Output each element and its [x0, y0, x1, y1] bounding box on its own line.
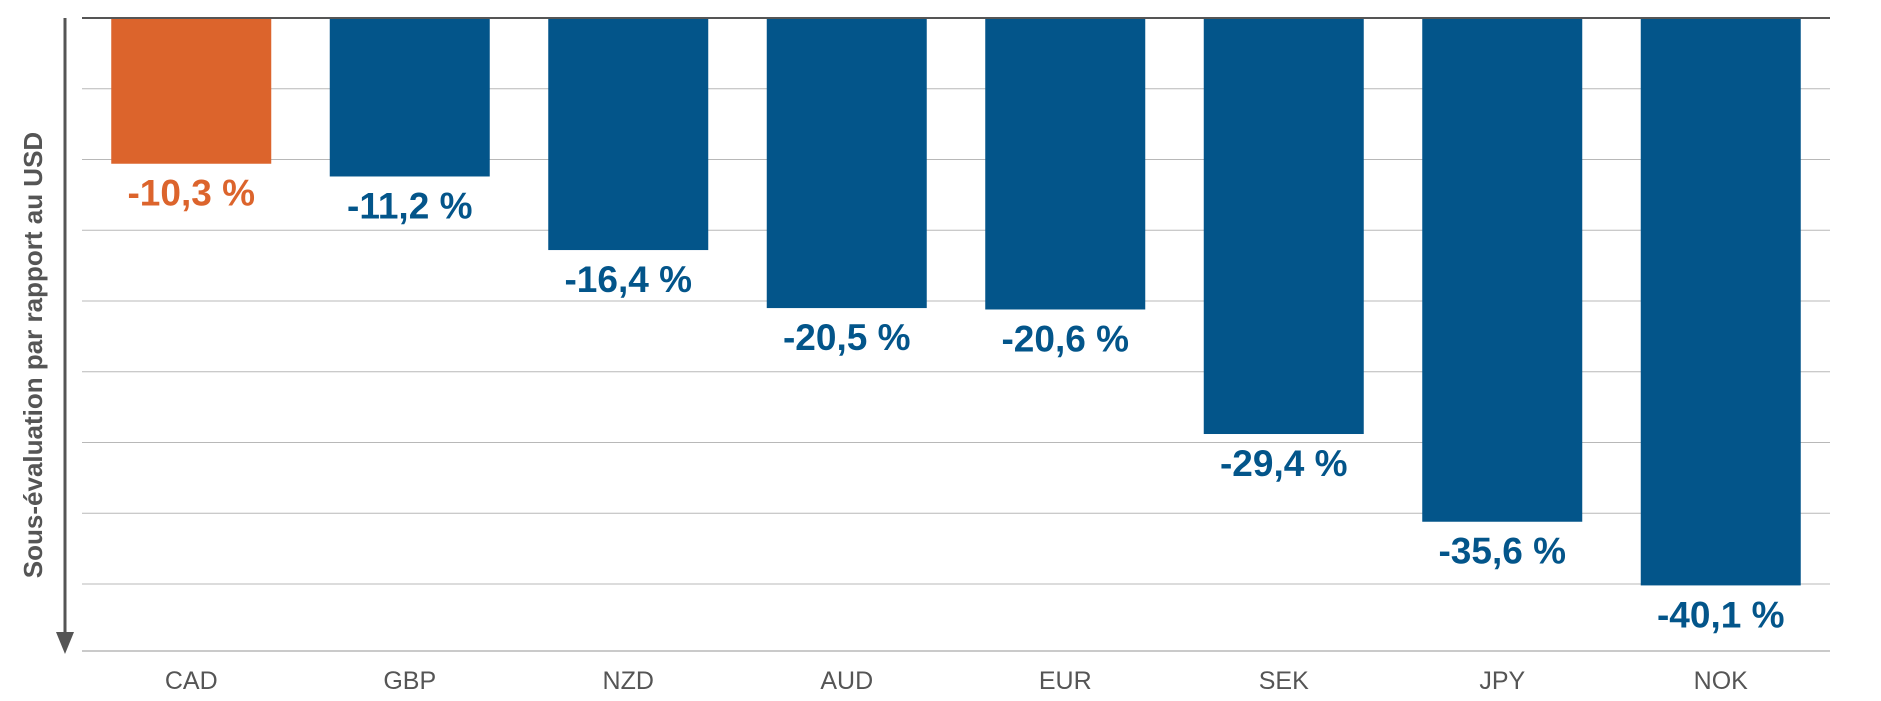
- category-label-nok: NOK: [1694, 667, 1749, 695]
- value-label-nok: -40,1 %: [1657, 594, 1785, 635]
- y-axis-arrowhead: [56, 632, 74, 654]
- bar-nzd: [548, 18, 709, 251]
- labels: -10,3 % CAD -11,2 % GBP -16,4 % NZD -20,5 % AUD…: [82, 17, 1830, 695]
- bar-aud: [766, 18, 927, 309]
- value-label-cad: -10,3 %: [127, 173, 255, 214]
- value-label-jpy: -35,6 %: [1438, 531, 1566, 572]
- bar-gbp: [329, 18, 490, 177]
- bar-nok: [1640, 18, 1801, 586]
- category-label-cad: CAD: [165, 667, 218, 695]
- bar-sek: [1203, 18, 1364, 435]
- category-label-gbp: GBP: [383, 667, 436, 695]
- axes: Sous-évaluation par rapport au USD: [18, 18, 74, 654]
- bar-eur: [985, 18, 1146, 310]
- value-label-aud: -20,5 %: [783, 317, 911, 358]
- bar-jpy: [1422, 18, 1583, 522]
- bar-cad: [111, 18, 272, 164]
- value-label-nzd: -16,4 %: [564, 259, 692, 300]
- value-label-sek: -29,4 %: [1220, 443, 1348, 484]
- y-axis-title: Sous-évaluation par rapport au USD: [18, 132, 48, 578]
- value-label-eur: -20,6 %: [1001, 318, 1129, 359]
- value-label-gbp: -11,2 %: [347, 185, 472, 226]
- category-label-sek: SEK: [1259, 667, 1309, 695]
- category-label-eur: EUR: [1039, 667, 1092, 695]
- bars: [111, 18, 1801, 586]
- category-label-aud: AUD: [820, 667, 873, 695]
- category-label-nzd: NZD: [603, 667, 654, 695]
- category-label-jpy: JPY: [1479, 667, 1525, 695]
